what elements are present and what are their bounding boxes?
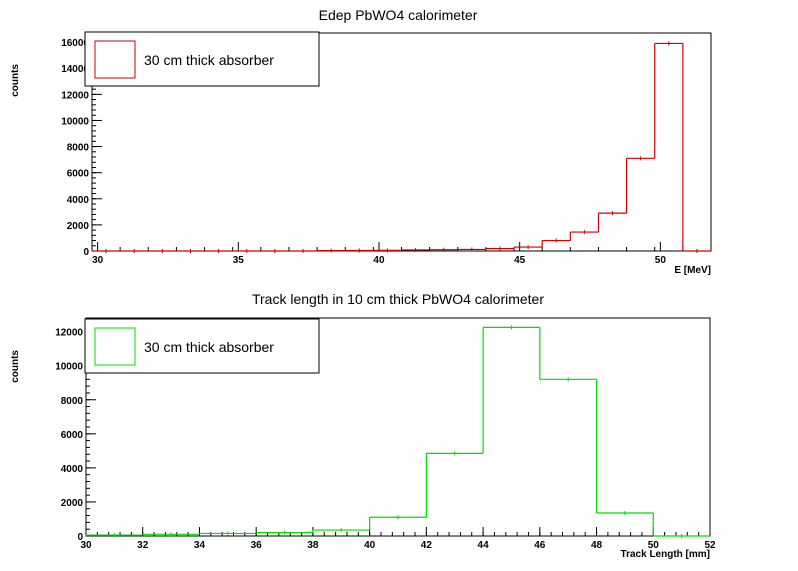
x-tick-label: 50 <box>655 255 667 266</box>
x-tick-label: 30 <box>80 540 92 551</box>
x-axis-label: Track Length [mm] <box>621 549 710 560</box>
y-axis-label: counts <box>10 64 21 97</box>
x-tick-label: 52 <box>704 540 716 551</box>
x-tick-label: 40 <box>364 540 376 551</box>
x-axis-label: E [MeV] <box>674 265 711 276</box>
x-tick-label: 35 <box>233 255 245 266</box>
x-tick-label: 34 <box>194 540 206 551</box>
legend-swatch <box>94 327 136 366</box>
y-tick-label: 0 <box>83 247 89 258</box>
legend: 30 cm thick absorber <box>84 31 320 87</box>
x-tick-label: 44 <box>478 540 490 551</box>
x-tick-label: 48 <box>591 540 603 551</box>
x-tick-label: 45 <box>514 255 526 266</box>
y-tick-label: 6000 <box>61 430 84 441</box>
x-tick-label: 38 <box>307 540 319 551</box>
chart-title: Edep PbWO4 calorimeter <box>319 7 478 23</box>
y-tick-label: 6000 <box>67 169 90 180</box>
y-tick-label: 8000 <box>61 396 84 407</box>
x-tick-label: 32 <box>137 540 149 551</box>
track-length-panel: Track length in 10 cm thick PbWO4 calori… <box>10 291 716 560</box>
y-tick-label: 8000 <box>67 143 90 154</box>
chart-title: Track length in 10 cm thick PbWO4 calori… <box>252 291 544 307</box>
histogram-bins <box>92 41 711 253</box>
legend: 30 cm thick absorber <box>84 318 320 374</box>
y-tick-label: 4000 <box>67 195 90 206</box>
y-tick-label: 12000 <box>55 328 83 339</box>
x-tick-label: 30 <box>92 255 104 266</box>
y-tick-label: 14000 <box>61 64 89 75</box>
y-tick-label: 4000 <box>61 464 84 475</box>
y-axis-label: counts <box>10 350 21 383</box>
y-tick-label: 0 <box>77 532 83 543</box>
legend-label: 30 cm thick absorber <box>144 52 274 68</box>
y-tick-label: 12000 <box>61 90 89 101</box>
y-tick-label: 2000 <box>61 498 84 509</box>
x-tick-label: 42 <box>421 540 433 551</box>
x-tick-label: 36 <box>251 540 263 551</box>
legend-label: 30 cm thick absorber <box>144 339 274 355</box>
y-tick-label: 10000 <box>61 116 89 127</box>
x-tick-label: 40 <box>373 255 385 266</box>
histogram-bins <box>85 325 710 538</box>
y-tick-label: 2000 <box>67 221 90 232</box>
x-tick-label: 50 <box>648 540 660 551</box>
energy-deposit-panel: Edep PbWO4 calorimeter 30 35 40 45 50 0 2000 40… <box>10 7 712 276</box>
y-tick-label: 16000 <box>61 38 89 49</box>
x-tick-label: 46 <box>534 540 546 551</box>
y-tick-label: 10000 <box>55 362 83 373</box>
legend-swatch <box>94 40 136 79</box>
